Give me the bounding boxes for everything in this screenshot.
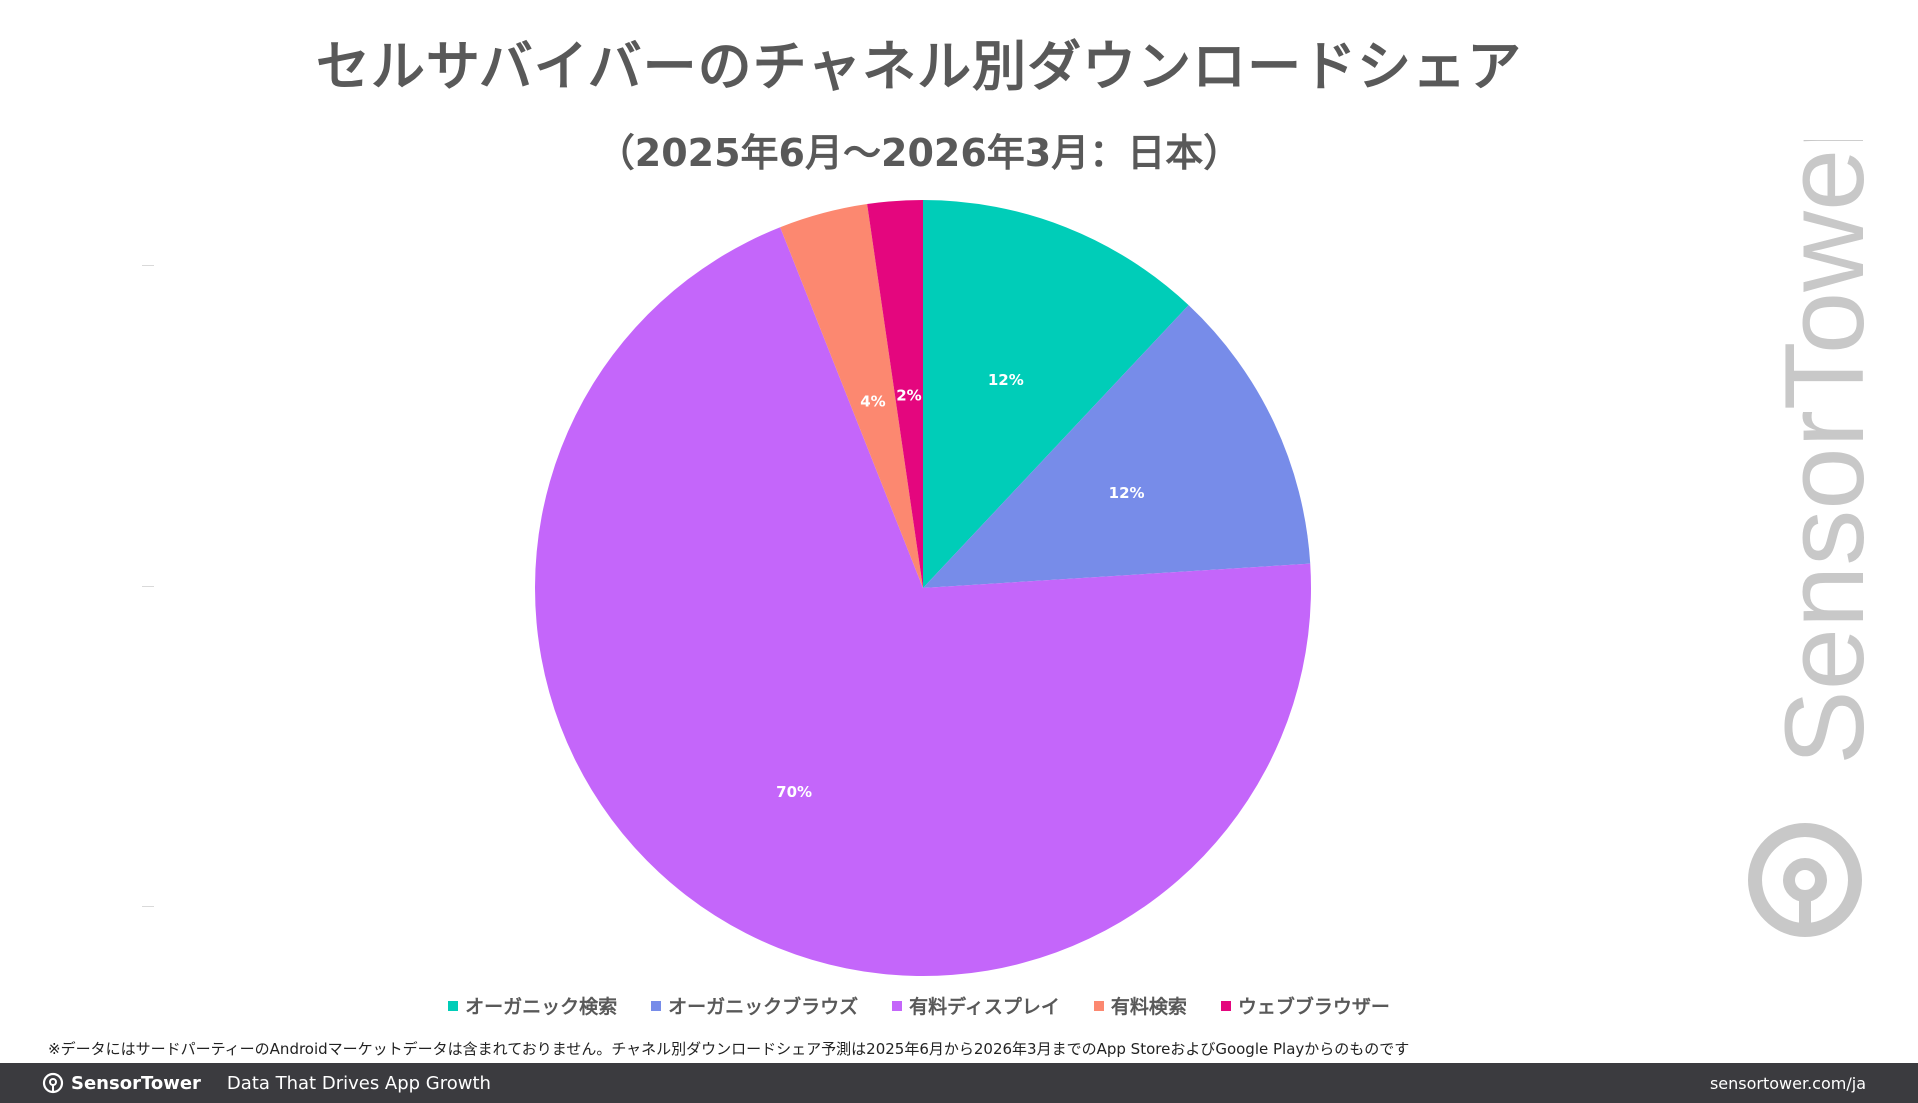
pie-slice xyxy=(923,200,1189,588)
slice-label: 4% xyxy=(860,393,885,411)
watermark-text: SensorTower xyxy=(1762,140,1865,765)
chart-legend: オーガニック検索 オーガニックブラウズ 有料ディスプレイ 有料検索 ウェブブラウザー xyxy=(0,992,1838,1019)
pie-slice xyxy=(535,227,1312,976)
legend-item: ウェブブラウザー xyxy=(1220,992,1390,1019)
footer-url[interactable]: sensortower.com/ja xyxy=(1709,1073,1866,1093)
legend-item: オーガニックブラウズ xyxy=(651,992,858,1019)
slice-label: 12% xyxy=(988,371,1024,389)
pie-slice xyxy=(923,305,1311,588)
chart-subtitle: （2025年6月～2026年3月：日本） xyxy=(596,131,1242,175)
axis-tick xyxy=(142,586,154,587)
legend-item: 有料ディスプレイ xyxy=(892,992,1060,1019)
footer-logo: SensorTower xyxy=(42,1072,201,1094)
legend-swatch xyxy=(892,1000,903,1011)
legend-swatch xyxy=(1093,1000,1104,1011)
pie-slice xyxy=(780,204,923,588)
axis-tick xyxy=(142,265,154,266)
footer-tagline: Data That Drives App Growth xyxy=(226,1072,491,1094)
legend-label: 有料検索 xyxy=(1110,996,1187,1018)
legend-label: オーガニックブラウズ xyxy=(668,996,859,1018)
legend-label: 有料ディスプレイ xyxy=(909,996,1060,1018)
footer-brand: SensorTower xyxy=(71,1072,201,1094)
pie-slice xyxy=(867,200,923,588)
footer-bar: SensorTower Data That Drives App Growth … xyxy=(0,1063,1918,1103)
legend-swatch xyxy=(448,1000,459,1011)
footnote: ※データにはサードパーティーのAndroidマーケットデータは含まれておりません… xyxy=(48,1040,1410,1058)
legend-swatch xyxy=(1220,1000,1231,1011)
legend-swatch xyxy=(651,1000,662,1011)
axis-tick xyxy=(142,906,154,907)
legend-label: ウェブブラウザー xyxy=(1237,996,1390,1018)
chart-title: セルサバイバーのチャネル別ダウンロードシェア xyxy=(315,35,1523,98)
legend-item: 有料検索 xyxy=(1093,992,1187,1019)
slice-label: 2% xyxy=(896,387,921,405)
slice-label: 70% xyxy=(776,783,812,801)
legend-item: オーガニック検索 xyxy=(448,992,617,1019)
sensortower-logo-icon xyxy=(42,1072,64,1094)
legend-label: オーガニック検索 xyxy=(465,996,618,1018)
sensortower-logo-icon xyxy=(1748,823,1862,937)
sensortower-watermark: SensorTower xyxy=(1748,140,1865,937)
slice-label: 12% xyxy=(1109,484,1145,502)
